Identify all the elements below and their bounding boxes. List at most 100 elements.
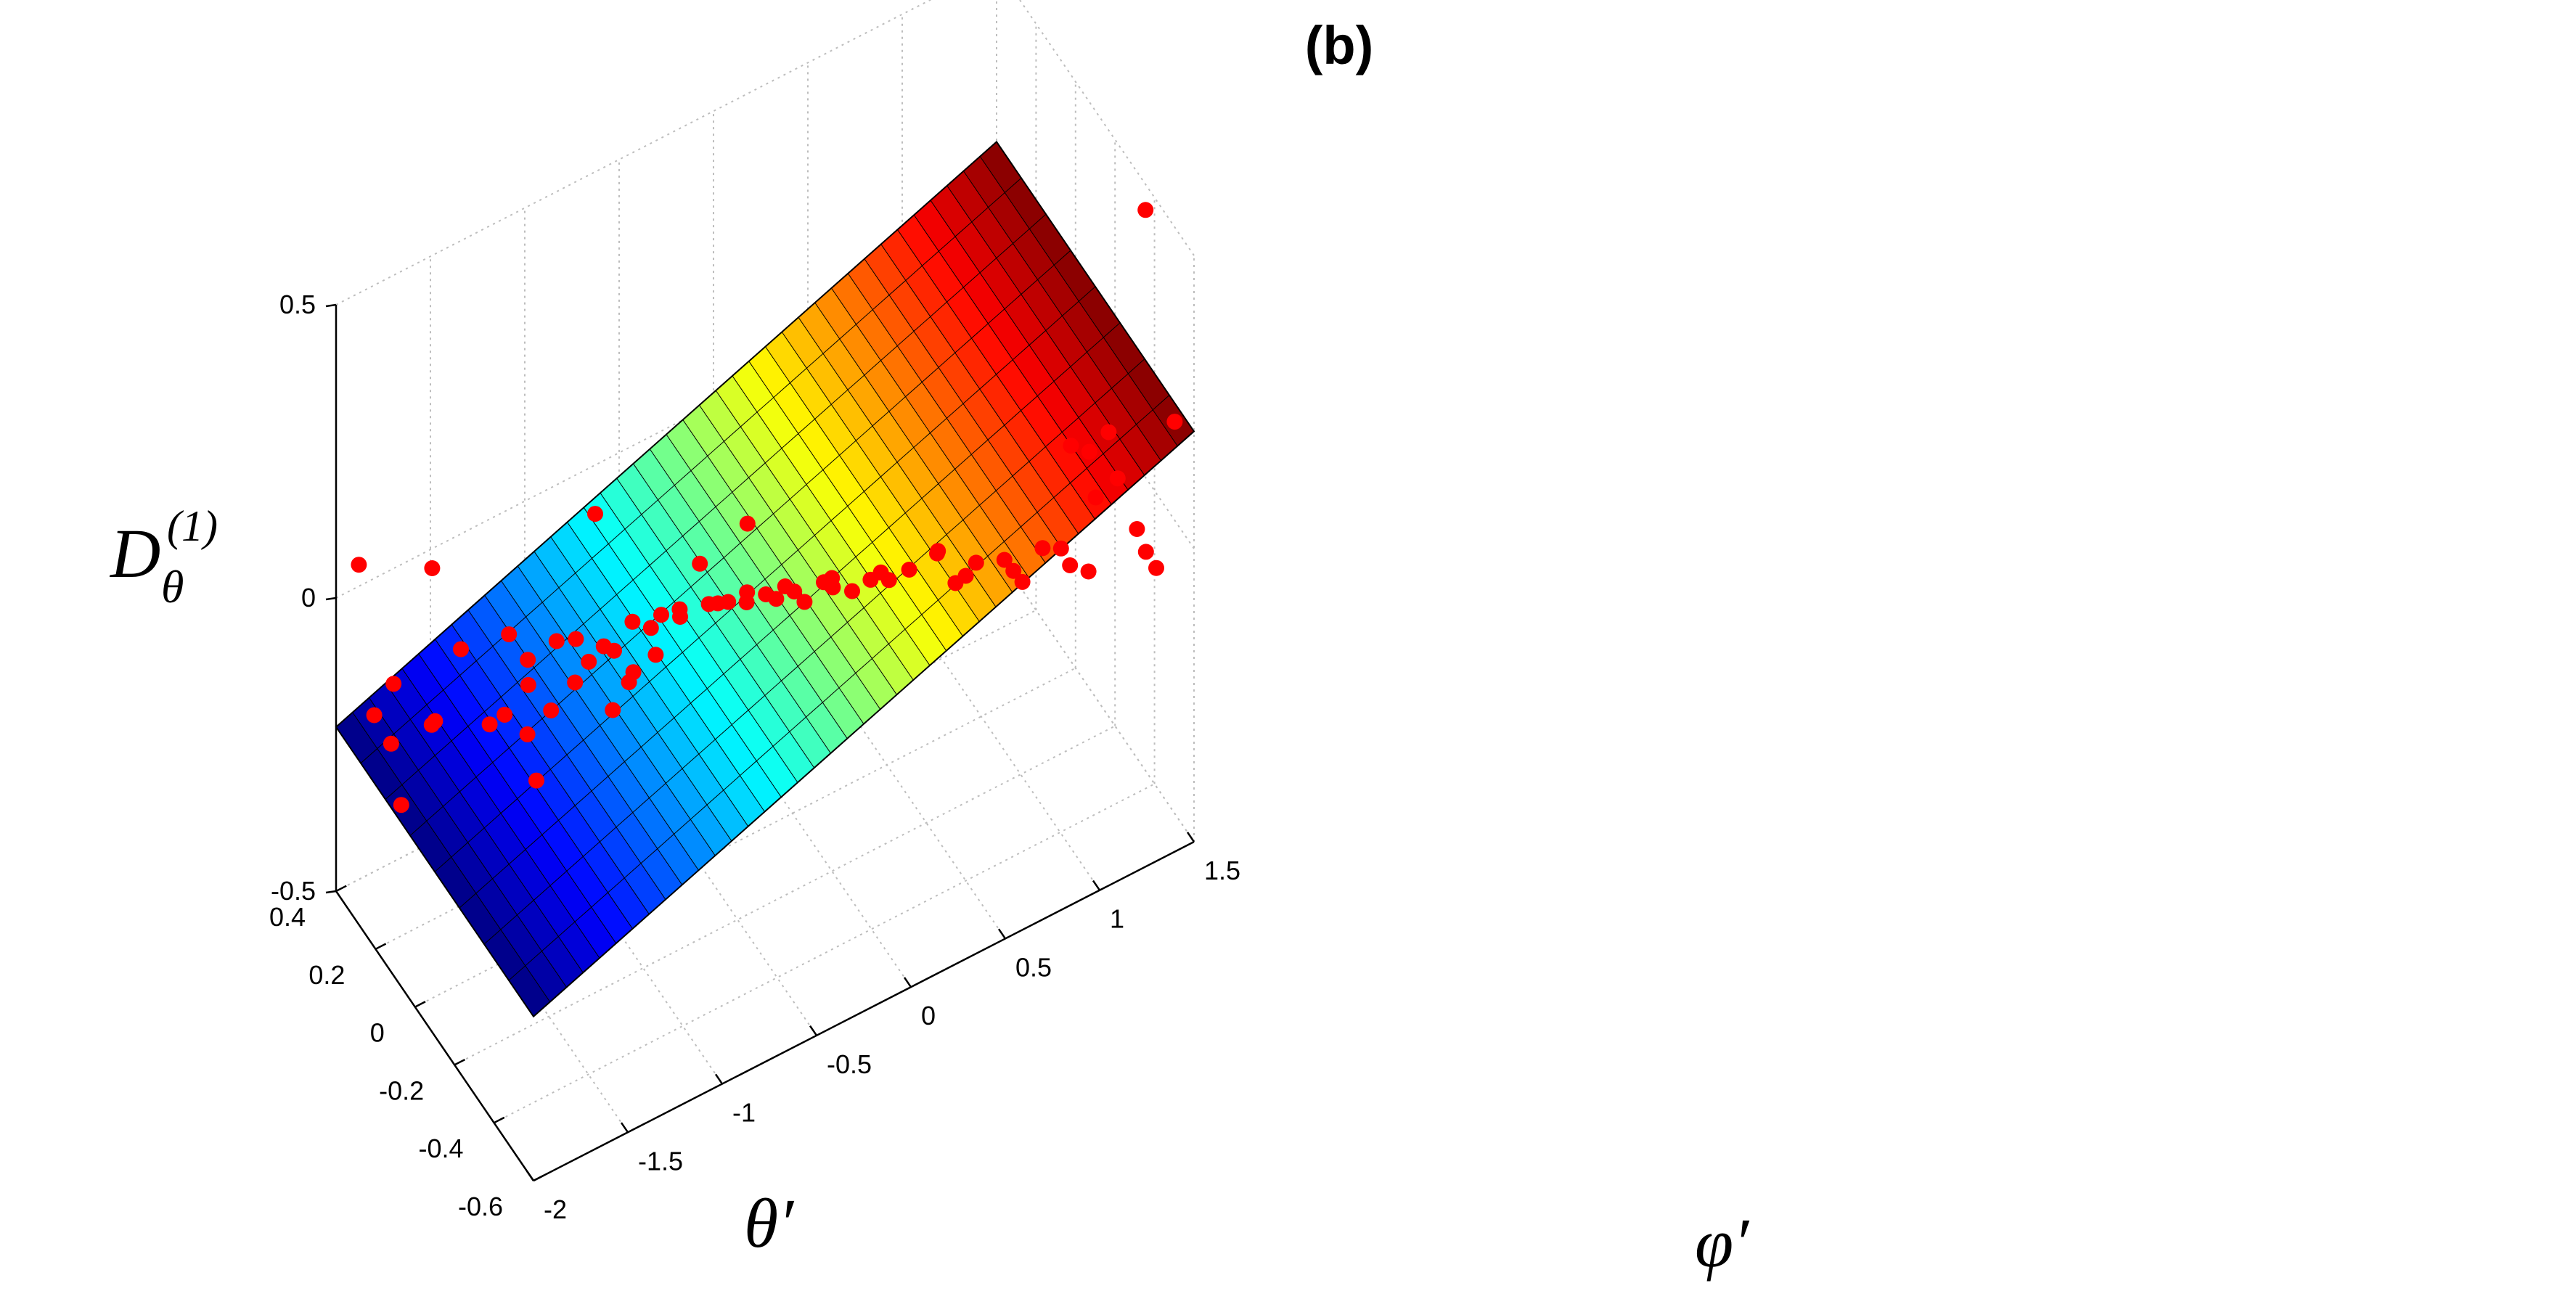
z-tick-mark <box>325 597 337 601</box>
z-tick-mark <box>325 890 337 894</box>
x-tick-label: 0.5 <box>1015 952 1052 982</box>
data-point <box>1166 414 1183 430</box>
data-point <box>424 560 441 576</box>
data-point <box>1052 540 1069 557</box>
z-tick-label: -0.5 <box>271 876 316 906</box>
data-point <box>642 620 659 636</box>
data-point <box>647 647 664 663</box>
x-tick-mark <box>903 977 912 988</box>
data-point <box>1034 540 1051 557</box>
x-tick-label: -0.5 <box>827 1049 872 1079</box>
data-point <box>581 653 597 670</box>
data-point <box>739 515 756 532</box>
data-point <box>1080 563 1097 580</box>
data-point <box>862 571 879 588</box>
data-point <box>1005 562 1022 579</box>
x-tick-mark <box>620 1122 629 1133</box>
y-tick-mark <box>375 943 387 950</box>
data-point <box>1129 521 1145 537</box>
points-layer <box>351 202 1183 813</box>
data-point <box>968 554 984 571</box>
y-tick-label: 0.2 <box>308 960 345 990</box>
data-point <box>520 652 536 668</box>
z-axis-label-main: D <box>109 515 160 592</box>
y-tick-label: -0.6 <box>458 1192 503 1221</box>
surface-layer <box>335 140 1195 1018</box>
y-tick-mark <box>454 1058 466 1066</box>
data-point <box>692 555 708 572</box>
y-tick-label: -0.2 <box>379 1075 424 1105</box>
data-point <box>947 575 964 591</box>
data-point <box>595 638 612 655</box>
y-tick-label: 0.4 <box>269 902 306 932</box>
data-point <box>824 570 841 586</box>
x-tick-mark <box>714 1073 724 1085</box>
data-point <box>1100 424 1117 440</box>
data-point <box>393 797 409 813</box>
data-point <box>496 706 513 723</box>
z-axis-label-sup: (1) <box>167 502 218 550</box>
data-point <box>710 595 726 612</box>
data-point <box>605 702 621 718</box>
y-tick-mark <box>533 1174 544 1182</box>
data-point <box>385 676 402 692</box>
z-axis-label-sub: θ <box>161 561 184 612</box>
data-point <box>501 626 518 643</box>
x-tick-mark <box>1092 880 1101 891</box>
data-point <box>653 607 669 623</box>
data-point <box>383 735 399 752</box>
data-point <box>351 557 367 573</box>
y-tick-mark <box>494 1116 505 1124</box>
x-tick-mark <box>997 928 1007 940</box>
data-point <box>901 562 917 578</box>
x-tick-label: -1 <box>732 1098 756 1128</box>
data-point <box>624 613 641 630</box>
grid-line-side-z <box>996 552 1195 843</box>
x-axis-line <box>533 840 1195 1182</box>
y-tick-label: -0.4 <box>419 1134 464 1163</box>
data-point <box>796 594 813 610</box>
ticks-layer: -2-1.5-1-0.500.511.5-0.6-0.4-0.200.20.4-… <box>269 290 1240 1224</box>
x-tick-label: -1.5 <box>638 1146 683 1176</box>
data-point <box>1014 573 1031 590</box>
data-point <box>519 726 536 742</box>
z-tick-mark <box>325 303 337 308</box>
data-point <box>671 601 688 618</box>
data-point <box>427 713 443 729</box>
z-axis-label: D θ (1) <box>109 502 218 612</box>
x-tick-label: 1.5 <box>1204 856 1240 885</box>
data-point <box>621 674 637 691</box>
data-point <box>481 716 498 733</box>
data-point <box>520 676 536 693</box>
data-point <box>543 702 560 718</box>
y-tick-label: 0 <box>370 1018 385 1048</box>
data-point <box>528 772 544 789</box>
data-point <box>568 631 584 647</box>
data-point <box>1137 202 1154 218</box>
data-point <box>453 641 469 657</box>
data-point <box>996 552 1013 568</box>
data-point <box>1063 438 1079 454</box>
data-point <box>567 674 584 691</box>
data-point <box>1062 557 1079 573</box>
chart-title: (b) <box>1305 15 1374 75</box>
data-point <box>548 633 565 649</box>
y-axis-line <box>335 890 535 1181</box>
z-tick-label: 0 <box>301 583 316 612</box>
surface-outline <box>335 140 1195 1018</box>
data-point <box>880 572 897 589</box>
z-tick-label: 0.5 <box>279 290 316 319</box>
x-axis-label: φ′ <box>1695 1204 1750 1282</box>
data-point <box>366 707 383 724</box>
data-point <box>1081 443 1097 460</box>
data-point <box>1148 560 1164 576</box>
y-tick-mark <box>414 1001 426 1008</box>
data-point <box>587 506 603 522</box>
data-point <box>758 586 774 602</box>
x-tick-label: 0 <box>921 1001 936 1030</box>
x-tick-mark <box>1186 832 1195 843</box>
y-tick-mark <box>335 885 347 893</box>
data-point <box>1087 489 1104 506</box>
